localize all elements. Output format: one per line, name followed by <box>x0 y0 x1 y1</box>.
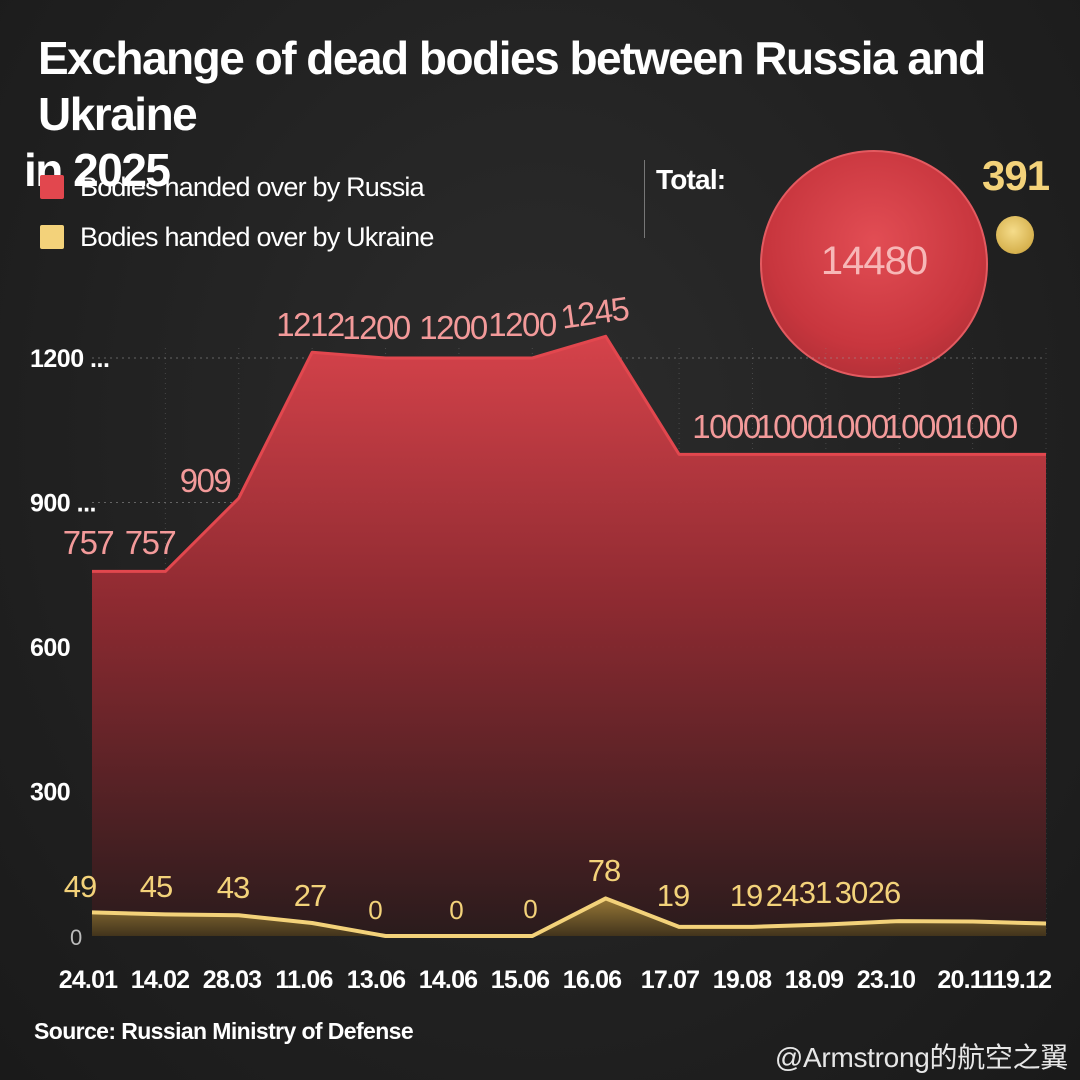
chart-title: Exchange of dead bodies between Russia a… <box>24 30 1054 198</box>
total-ukraine-circle <box>996 216 1034 254</box>
legend-item-russia: Bodies handed over by Russia <box>40 162 434 212</box>
total-label: Total: <box>656 164 726 195</box>
legend: Bodies handed over by Russia Bodies hand… <box>40 162 434 262</box>
data-label-russia: 1245 <box>558 290 630 336</box>
data-label-ukraine: 30 <box>835 875 868 910</box>
x-tick-label: 23.10 <box>857 966 916 994</box>
data-label-russia: 1200 <box>488 306 557 343</box>
legend-swatch-russia <box>40 175 64 199</box>
source-note: Source: Russian Ministry of Defense <box>34 1018 414 1044</box>
data-label-ukraine: 26 <box>868 875 900 910</box>
total-ukraine-value: 391 <box>982 152 1050 199</box>
x-tick-label: 19.08 <box>713 966 772 994</box>
y-tick-label: 600 <box>30 634 70 662</box>
x-tick-label: 14.02 <box>131 966 190 994</box>
x-tick-label: 20.11 <box>937 966 995 994</box>
data-label-ukraine: 27 <box>294 878 326 913</box>
data-label-russia: 757 <box>125 524 176 561</box>
data-label-russia: 757 <box>63 524 114 561</box>
total-russia-circle: 14480 <box>760 150 988 378</box>
legend-swatch-ukraine <box>40 225 64 249</box>
y-tick-label: 300 <box>30 779 70 807</box>
data-label-ukraine: 19 <box>730 878 762 913</box>
data-label-russia: 909 <box>180 462 231 499</box>
series-line-russia <box>92 334 1046 573</box>
x-tick-label: 28.03 <box>203 966 262 994</box>
watermark: @Armstrong的航空之翼 <box>774 1042 1068 1073</box>
legend-label-ukraine: Bodies handed over by Ukraine <box>80 221 434 252</box>
data-label-ukraine: 43 <box>217 870 249 905</box>
chart-title-line-1: Exchange of dead bodies between Russia a… <box>38 32 986 140</box>
data-label-russia: 1000 <box>949 408 1018 445</box>
data-label-ukraine: 19 <box>657 878 689 913</box>
data-label-russia: 1200 <box>419 309 488 346</box>
data-label-ukraine: 0 <box>523 894 537 924</box>
x-tick-label: 18.09 <box>785 966 844 994</box>
y-tick-label: 900 ... <box>30 490 96 518</box>
data-label-russia: 1200 <box>342 309 411 346</box>
x-tick-label: 14.06 <box>419 966 478 994</box>
data-label-russia: 1000 <box>820 408 889 445</box>
x-tick-label: 17.07 <box>641 966 700 994</box>
data-label-ukraine: 45 <box>140 869 172 904</box>
x-tick-label: 13.06 <box>347 966 406 994</box>
data-label-russia: 1000 <box>692 408 761 445</box>
x-tick-label: 16.06 <box>563 966 622 994</box>
x-tick-label: 24.01 <box>59 966 118 994</box>
data-label-russia: 1000 <box>884 408 953 445</box>
x-tick-label: 11.06 <box>275 966 332 994</box>
data-label-ukraine: 78 <box>588 853 620 888</box>
data-label-ukraine: 31 <box>799 875 831 910</box>
legend-label-russia: Bodies handed over by Russia <box>80 171 425 202</box>
data-label-russia: 1000 <box>756 408 825 445</box>
data-label-russia: 1212 <box>276 306 344 343</box>
total-russia-value: 14480 <box>820 238 928 283</box>
data-label-ukraine: 24 <box>766 878 799 913</box>
data-label-ukraine: 0 <box>449 895 463 925</box>
data-label-ukraine: 0 <box>368 895 382 925</box>
y-tick-label: 0 <box>70 925 82 950</box>
y-tick-label: 1200 ... <box>30 345 109 373</box>
series-line-ukraine <box>91 896 1047 938</box>
x-tick-label: 19.12 <box>993 966 1052 994</box>
x-tick-label: 15.06 <box>491 966 550 994</box>
series-area-russia <box>92 336 1046 936</box>
legend-divider <box>644 160 645 238</box>
data-label-ukraine: 49 <box>64 869 96 904</box>
legend-item-ukraine: Bodies handed over by Ukraine <box>40 212 434 262</box>
